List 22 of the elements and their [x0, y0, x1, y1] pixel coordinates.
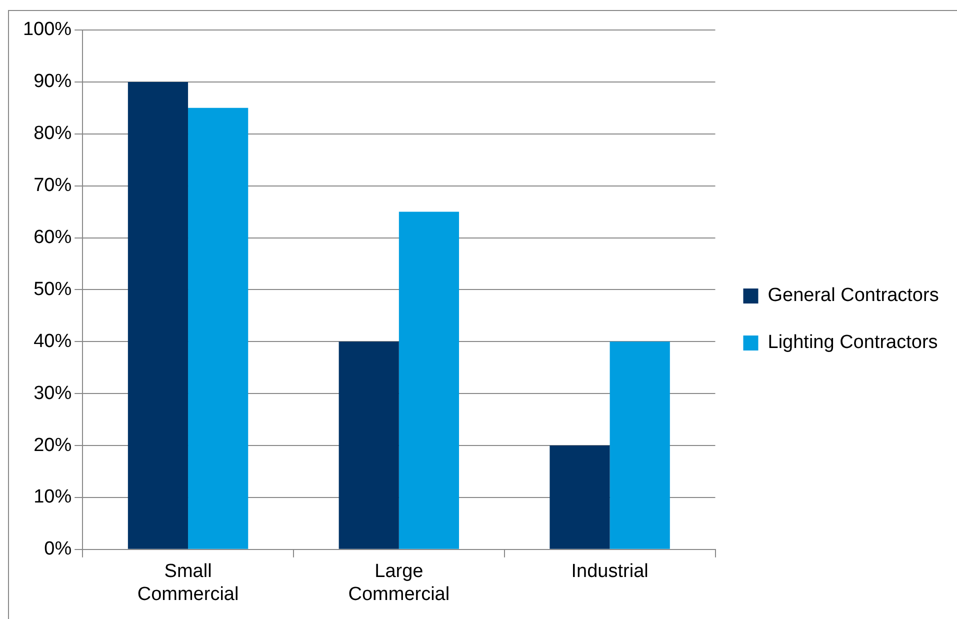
y-tick-label: 30%	[34, 382, 72, 404]
x-tick-label: Large Commercial	[348, 561, 450, 605]
x-tick-label: Industrial	[571, 561, 648, 582]
legend-label: General Contractors	[768, 285, 939, 306]
y-tick-label: 100%	[22, 19, 72, 40]
bar	[128, 82, 188, 549]
bar	[188, 108, 248, 549]
bar	[610, 342, 670, 549]
legend-label: Lighting Contractors	[768, 332, 938, 354]
x-tick-label: Small Commercial	[137, 561, 239, 605]
bar	[338, 342, 399, 549]
y-tick-label: 70%	[34, 175, 72, 196]
y-tick-label: 10%	[34, 486, 72, 508]
y-tick-label: 40%	[34, 330, 72, 352]
y-tick-label: 90%	[34, 71, 72, 92]
y-tick-label: 60%	[34, 226, 72, 248]
bar	[398, 212, 460, 549]
y-tick-label: 80%	[34, 123, 72, 144]
y-tick-label: 0%	[44, 538, 72, 560]
bar	[550, 446, 610, 549]
y-tick-label: 20%	[34, 434, 72, 456]
y-tick-label: 50%	[34, 278, 72, 300]
